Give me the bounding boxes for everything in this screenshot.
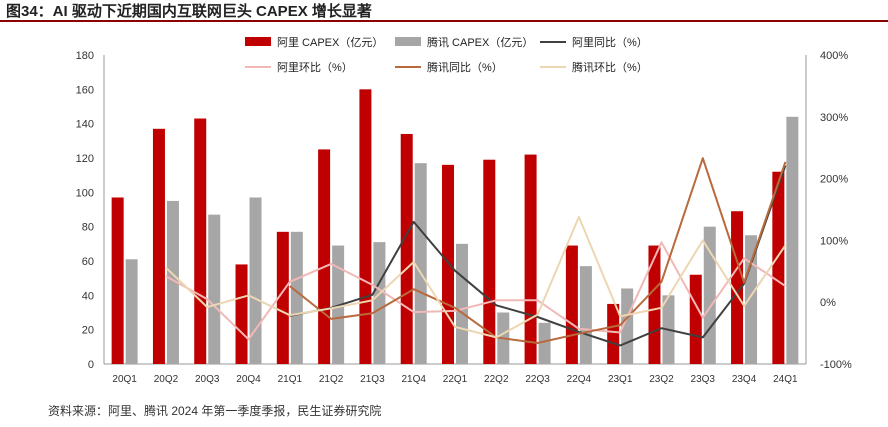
legend: 阿里 CAPEX（亿元） 腾讯 CAPEX（亿元） 阿里同比（%） 阿里环比（%） 腾讯… [245, 35, 648, 74]
x-tick-label: 20Q2 [154, 374, 179, 385]
x-tick-label: 23Q2 [649, 374, 674, 385]
title-rule [0, 20, 888, 22]
x-tick-label: 21Q2 [319, 374, 344, 385]
tencent-capex-bar [621, 288, 634, 364]
left-axis-tick-label: 80 [82, 222, 94, 234]
x-tick-label: 23Q1 [608, 374, 633, 385]
x-tick-label: 20Q4 [236, 374, 261, 385]
ali-capex-bar [772, 171, 785, 364]
tencent-capex-bar [745, 235, 758, 364]
tencent-capex-bar [538, 322, 551, 364]
x-tick-label: 22Q2 [484, 374, 509, 385]
left-axis-tick-label: 60 [82, 256, 94, 268]
ali-capex-bar [276, 231, 289, 364]
legend-ali-capex-label: 阿里 CAPEX（亿元） [277, 36, 383, 49]
tencent-capex-bar [579, 266, 592, 364]
x-tick-label: 21Q3 [360, 374, 385, 385]
left-axis-tick-label: 0 [88, 359, 94, 371]
left-axis-tick-label: 20 [82, 325, 94, 337]
tencent-capex-bar [125, 259, 138, 364]
legend-ali-qoq-label: 阿里环比（%） [277, 61, 353, 74]
legend-tencent-yoy-label: 腾讯同比（%） [427, 60, 503, 74]
x-tick-label: 21Q4 [401, 374, 426, 385]
x-tick-label: 20Q1 [112, 374, 137, 385]
right-axis-tick-label: 200% [820, 174, 848, 186]
ali-capex-bar [648, 245, 661, 364]
ali-capex-bar [524, 154, 537, 364]
x-tick-label: 22Q1 [443, 374, 468, 385]
legend-ali-capex-swatch [245, 37, 271, 46]
tencent-yoy-line [289, 157, 787, 344]
legend-ali-yoy-label: 阿里同比（%） [572, 36, 648, 49]
source-note: 资料来源：阿里、腾讯 2024 年第一季度季报，民生证券研究院 [48, 404, 382, 418]
right-axis-tick-label: 0% [820, 297, 836, 309]
legend-tencent-capex-label: 腾讯 CAPEX（亿元） [427, 35, 533, 49]
lines [165, 157, 787, 347]
legend-tencent-capex-swatch [395, 37, 421, 46]
left-axis-tick-label: 40 [82, 290, 94, 302]
tencent-capex-bar [703, 226, 716, 364]
ali-capex-bar [689, 274, 702, 364]
x-tick-label: 21Q1 [278, 374, 303, 385]
tencent-capex-bar [414, 163, 427, 364]
tencent-capex-bar [456, 243, 468, 364]
axes: 0 20 40 60 80 100 120 140 160 180 -100% 0% 100% 200% 3… [76, 50, 852, 371]
ali-capex-bar [400, 133, 413, 364]
tencent-capex-bar [786, 116, 799, 364]
ali-capex-bar [607, 303, 620, 364]
legend-tencent-qoq-label: 腾讯环比（%） [572, 60, 648, 74]
ali-capex-bar [359, 89, 372, 364]
left-axis-tick-label: 180 [76, 50, 94, 62]
ali-capex-bar [483, 159, 496, 364]
x-tick-label: 22Q4 [567, 374, 592, 385]
right-axis-tick-label: -100% [820, 359, 852, 371]
left-axis-tick-label: 120 [76, 153, 94, 165]
ali-capex-bar [442, 164, 454, 364]
tencent-qoq-line [165, 215, 787, 339]
left-axis-tick-label: 100 [76, 187, 94, 199]
right-axis-tick-label: 400% [820, 50, 848, 62]
figure-title: 图34：AI 驱动下近期国内互联网巨头 CAPEX 增长显著 [6, 3, 372, 20]
tencent-capex-bar [373, 242, 386, 364]
x-tick-label: 22Q3 [525, 374, 550, 385]
tencent-capex-bar [249, 197, 262, 364]
ali-capex-bar [565, 245, 578, 364]
left-axis-tick-label: 140 [76, 119, 94, 131]
left-axis-tick-label: 160 [76, 84, 94, 96]
capex-combo-chart: 阿里 CAPEX（亿元） 腾讯 CAPEX（亿元） 阿里同比（%） 阿里环比（%） 腾讯… [76, 35, 852, 385]
x-tick-label: 23Q4 [732, 374, 757, 385]
x-tick-label: 23Q3 [691, 374, 716, 385]
ali-capex-bar [152, 128, 165, 364]
tencent-capex-bar [290, 231, 303, 364]
ali-yoy-line [289, 165, 787, 347]
ali-capex-bar [318, 149, 331, 364]
x-tick-label: 20Q3 [195, 374, 220, 385]
ali-capex-bar [111, 197, 124, 364]
right-axis-tick-label: 100% [820, 235, 848, 247]
right-axis-tick-label: 300% [820, 112, 848, 124]
tencent-capex-bar [208, 214, 221, 364]
x-tick-label: 24Q1 [773, 374, 798, 385]
bars [111, 89, 799, 365]
ali-capex-bar [235, 264, 248, 364]
x-tick-labels: 20Q1 20Q2 20Q3 20Q4 21Q1 21Q2 21Q3 21Q4 22Q1 22Q2… [112, 374, 798, 385]
ali-qoq-line [165, 241, 786, 341]
ali-capex-bar [194, 118, 207, 365]
tencent-capex-bar [166, 200, 179, 364]
